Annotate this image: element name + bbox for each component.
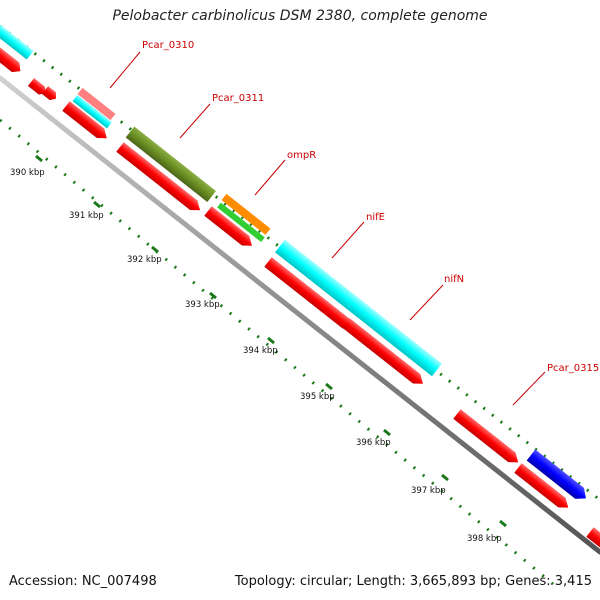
olive-feature[interactable] — [125, 126, 216, 202]
cds-arrow-nifN[interactable] — [342, 318, 426, 388]
gene-label[interactable]: ompR — [287, 150, 316, 161]
genome-summary: Topology: circular; Length: 3,665,893 bp… — [234, 574, 592, 589]
cds-arrow-4[interactable] — [116, 142, 203, 215]
accession-label: Accession: NC_007498 — [9, 574, 157, 589]
cyan-feature-nif[interactable] — [275, 239, 442, 377]
tick-label: 395 kbp — [300, 392, 335, 402]
leader-nifE — [331, 221, 365, 259]
gene-label[interactable]: Pcar_0310 — [142, 40, 194, 51]
pink-feature[interactable] — [77, 87, 116, 121]
map-title: Pelobacter carbinolicus DSM 2380, comple… — [112, 8, 488, 24]
gene-label[interactable]: Pcar_0315 — [547, 363, 599, 374]
tick-label: 392 kbp — [127, 255, 162, 265]
cyan-feature-0[interactable] — [0, 21, 34, 60]
tick-label: 396 kbp — [356, 438, 391, 448]
gene-label[interactable]: Pcar_0311 — [212, 93, 264, 104]
leader-pcar0311 — [179, 103, 211, 139]
orange-feature[interactable] — [221, 193, 271, 235]
tick-label: 390 kbp — [10, 168, 45, 178]
cds-arrow-8[interactable] — [586, 527, 600, 553]
cds-arrow-0[interactable] — [0, 44, 24, 76]
gene-label[interactable]: nifN — [444, 274, 464, 285]
cds-arrow-7[interactable] — [514, 463, 572, 512]
cds-arrow-5[interactable] — [204, 206, 255, 250]
blue-feature[interactable] — [526, 449, 591, 504]
tick-label: 393 kbp — [185, 300, 220, 310]
tick-label: 394 kbp — [243, 346, 278, 356]
leader-pcar0315 — [512, 371, 546, 406]
leader-pcar0310 — [109, 51, 141, 89]
cds-arrow-1[interactable] — [27, 78, 48, 97]
leader-nifN — [409, 284, 444, 321]
tick-label: 397 kbp — [411, 486, 446, 496]
gene-label[interactable]: nifE — [366, 212, 385, 223]
cds-arrow-2[interactable] — [41, 86, 59, 103]
genome-backbone — [0, 75, 600, 555]
green-feature[interactable] — [217, 202, 265, 243]
kbp-ticks — [35, 154, 507, 528]
leader-ompR — [254, 159, 286, 196]
cds-arrow-nifE[interactable] — [264, 257, 356, 333]
cds-arrow-3[interactable] — [62, 101, 110, 143]
tick-label: 398 kbp — [467, 534, 502, 544]
tick-label: 391 kbp — [69, 211, 104, 221]
cyan-feature-1[interactable] — [72, 94, 113, 129]
cds-arrow-6[interactable] — [453, 409, 522, 467]
inner-tick-track — [0, 118, 561, 592]
